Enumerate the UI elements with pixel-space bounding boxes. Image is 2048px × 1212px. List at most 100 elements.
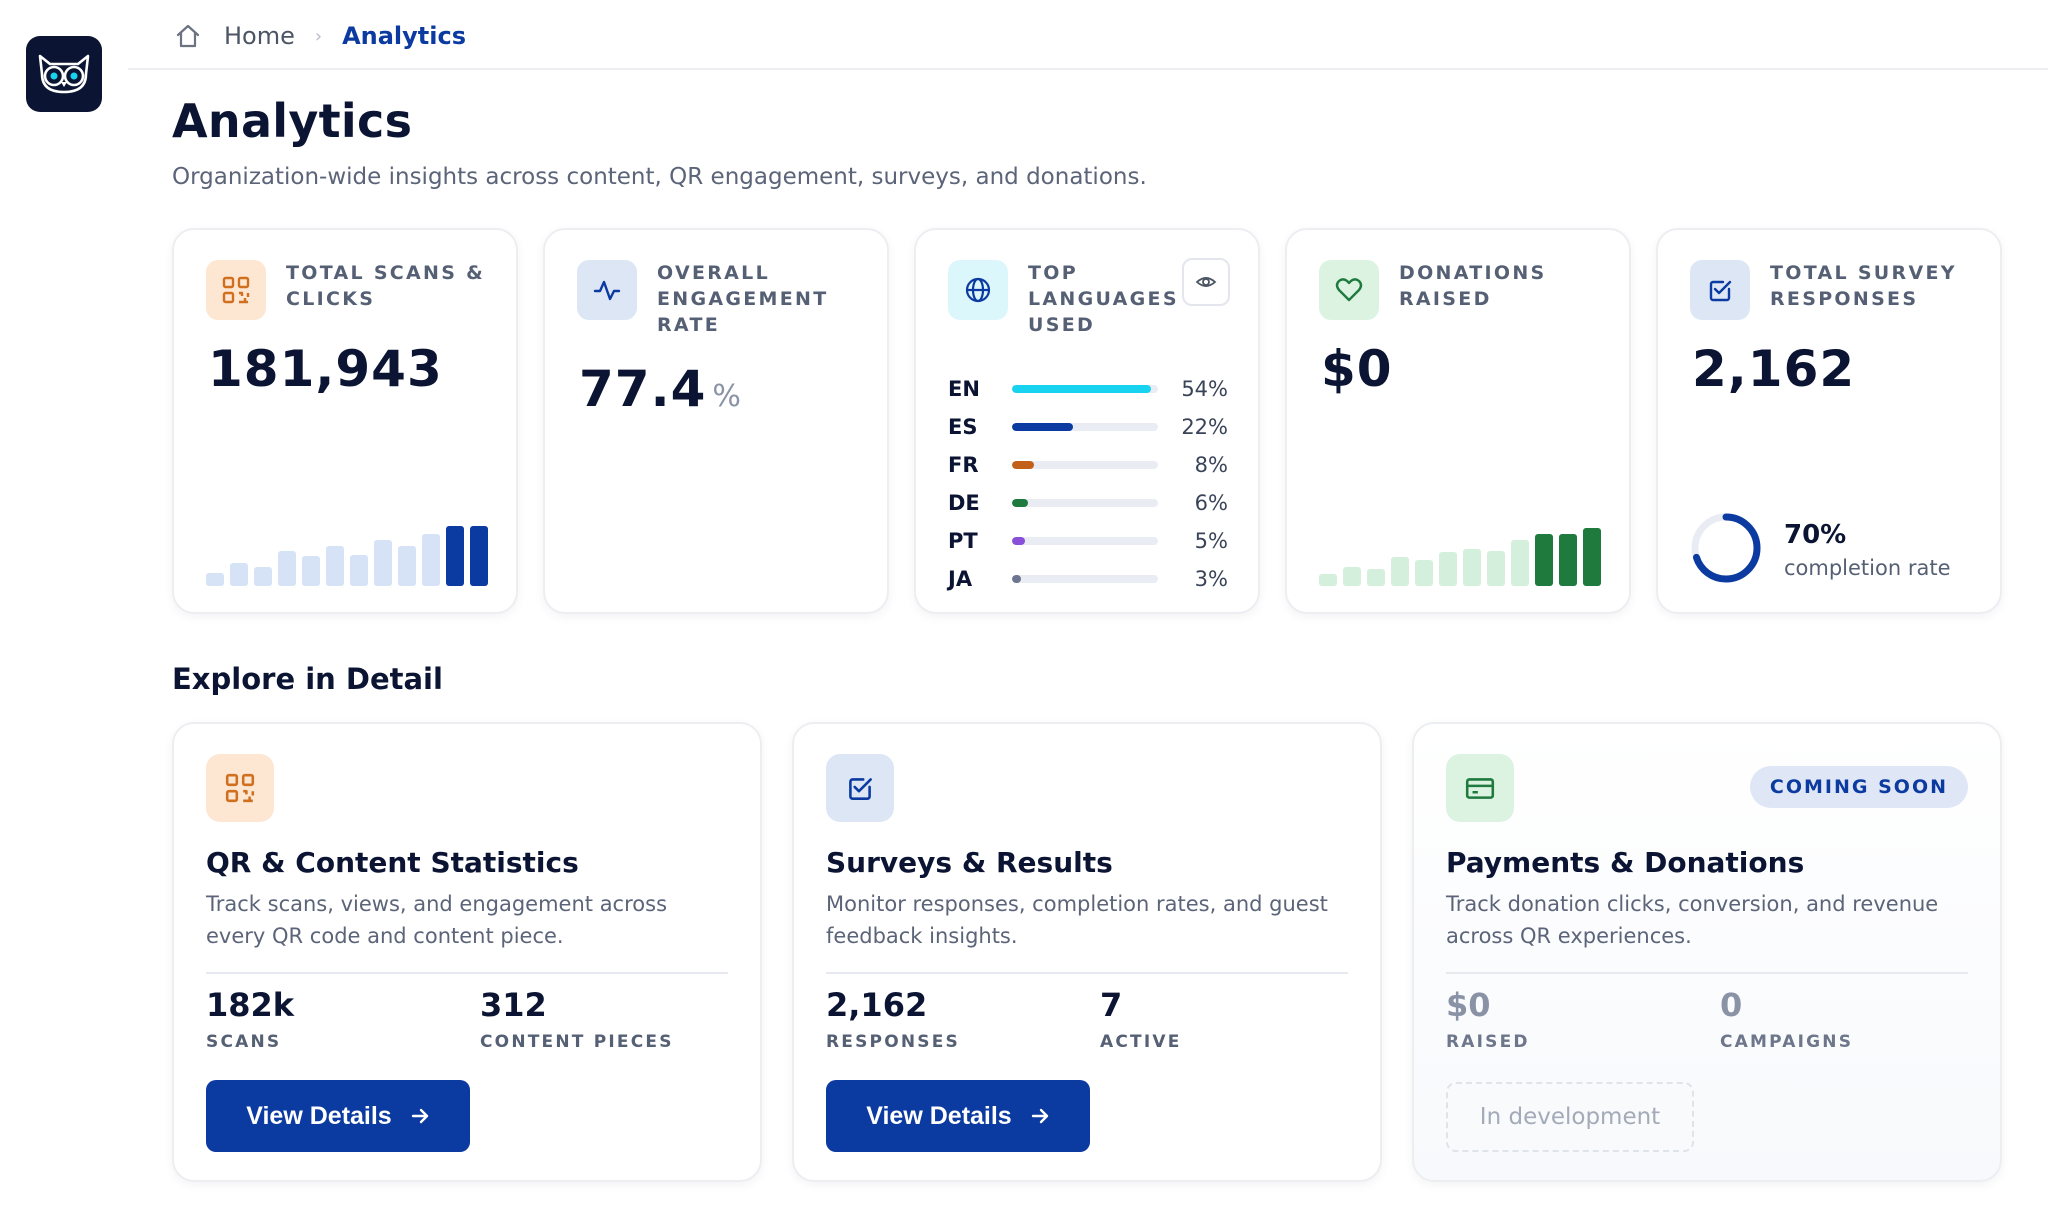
language-percent: 6% — [1194, 491, 1228, 515]
language-bar-track — [1012, 461, 1158, 469]
language-list: EN 54% ES 22% FR 8% DE 6% PT 5% JA 3% — [948, 370, 1228, 598]
eye-icon[interactable] — [1182, 258, 1230, 306]
engagement-unit: % — [712, 379, 742, 414]
stat-value: 2,162 — [1692, 340, 1856, 398]
divider — [826, 972, 1348, 974]
metric-responses: 2,162 RESPONSES — [826, 986, 960, 1052]
scans-trend-bar — [422, 534, 440, 586]
qr-code-icon — [206, 260, 266, 320]
button-label: View Details — [866, 1101, 1012, 1130]
donations-trend-bar — [1319, 574, 1337, 586]
arrow-right-icon — [1031, 1108, 1048, 1124]
language-bar-fill — [1012, 461, 1034, 469]
language-bar-track — [1012, 537, 1158, 545]
donations-trend-chart — [1319, 526, 1601, 586]
scans-trend-bar — [398, 546, 416, 586]
owl-logo-icon — [38, 54, 90, 94]
heart-icon — [1319, 260, 1379, 320]
donations-trend-bar — [1367, 569, 1385, 586]
detail-title: Surveys & Results — [826, 846, 1113, 879]
language-bar-fill — [1012, 385, 1151, 393]
metric-active: 7 ACTIVE — [1100, 986, 1182, 1052]
button-label: View Details — [246, 1101, 392, 1130]
completion-ring — [1691, 513, 1761, 583]
scans-trend-bar — [206, 573, 224, 586]
stat-card-scans: TOTAL SCANS & CLICKS 181,943 — [172, 228, 518, 614]
language-row: ES 22% — [948, 408, 1228, 446]
language-code: JA — [948, 567, 973, 591]
metric-campaigns: 0 CAMPAIGNS — [1720, 986, 1853, 1052]
metric-raised: $0 RAISED — [1446, 986, 1530, 1052]
page-title: Analytics — [172, 94, 413, 148]
scans-trend-bar — [230, 563, 248, 586]
stat-value: $0 — [1321, 340, 1393, 398]
donations-trend-bar — [1391, 557, 1409, 586]
language-code: ES — [948, 415, 978, 439]
detail-title: Payments & Donations — [1446, 846, 1805, 879]
top-bar: Home › Analytics — [128, 0, 2048, 70]
stat-label: OVERALL ENGAGEMENT RATE — [657, 262, 829, 336]
language-percent: 22% — [1181, 415, 1228, 439]
language-bar-fill — [1012, 499, 1029, 507]
metric-label: ACTIVE — [1100, 1032, 1182, 1052]
metric-value: $0 — [1446, 986, 1491, 1024]
donations-trend-bar — [1439, 552, 1457, 586]
detail-card-surveys: Surveys & Results Monitor responses, com… — [792, 722, 1382, 1182]
language-row: JA 3% — [948, 560, 1228, 598]
metric-label: RAISED — [1446, 1032, 1530, 1052]
language-bar-track — [1012, 575, 1158, 583]
donations-trend-bar — [1463, 549, 1481, 586]
detail-description: Track scans, views, and engagement acros… — [206, 892, 668, 948]
donations-trend-bar — [1511, 540, 1529, 586]
detail-card-qr: QR & Content Statistics Track scans, vie… — [172, 722, 762, 1182]
language-percent: 5% — [1194, 529, 1228, 553]
divider — [206, 972, 728, 974]
metric-value: 7 — [1100, 986, 1123, 1024]
language-row: EN 54% — [948, 370, 1228, 408]
donations-trend-bar — [1415, 560, 1433, 586]
metric-label: RESPONSES — [826, 1032, 960, 1052]
language-code: FR — [948, 453, 979, 477]
arrow-right-icon — [411, 1108, 428, 1124]
breadcrumb-home[interactable]: Home — [224, 22, 295, 50]
completion-label: completion rate — [1784, 556, 1951, 580]
detail-description: Monitor responses, completion rates, and… — [826, 892, 1328, 948]
stat-card-languages: TOP LANGUAGES USED EN 54% ES 22% FR 8% DE 6% PT 5… — [914, 228, 1260, 614]
breadcrumb-current: Analytics — [342, 22, 467, 50]
scans-trend-bar — [302, 556, 320, 586]
app-logo[interactable] — [26, 36, 102, 112]
detail-card-payments: COMING SOON Payments & Donations Track d… — [1412, 722, 2002, 1182]
metric-label: SCANS — [206, 1032, 282, 1052]
view-details-button[interactable]: View Details — [826, 1080, 1090, 1152]
metric-value: 312 — [480, 986, 547, 1024]
divider — [1446, 972, 1968, 974]
language-bar-fill — [1012, 537, 1026, 545]
scans-trend-bar — [326, 546, 344, 586]
language-row: PT 5% — [948, 522, 1228, 560]
stat-label: TOTAL SURVEY RESPONSES — [1770, 262, 1957, 310]
donations-trend-bar — [1487, 551, 1505, 586]
language-row: DE 6% — [948, 484, 1228, 522]
metric-value: 2,162 — [826, 986, 928, 1024]
scans-trend-bar — [278, 551, 296, 586]
donations-trend-bar — [1535, 534, 1553, 586]
donations-trend-bar — [1559, 534, 1577, 586]
view-details-button[interactable]: View Details — [206, 1080, 470, 1152]
home-icon[interactable] — [174, 22, 202, 50]
scans-trend-bar — [254, 567, 272, 586]
stat-label: DONATIONS RAISED — [1399, 262, 1547, 310]
stat-value: 77.4% — [579, 360, 742, 418]
language-code: EN — [948, 377, 980, 401]
stat-label: TOP LANGUAGES USED — [1028, 262, 1179, 336]
stat-card-surveys: TOTAL SURVEY RESPONSES 2,162 70% complet… — [1656, 228, 2002, 614]
metric-scans: 182k SCANS — [206, 986, 294, 1052]
scans-trend-bar — [470, 526, 488, 586]
metric-label: CONTENT PIECES — [480, 1032, 674, 1052]
stat-value: 181,943 — [208, 340, 443, 398]
activity-icon — [577, 260, 637, 320]
completion-percent: 70% — [1784, 520, 1847, 550]
breadcrumb: Home › Analytics — [174, 20, 466, 52]
donations-trend-bar — [1343, 567, 1361, 586]
language-code: DE — [948, 491, 980, 515]
scans-trend-chart — [206, 526, 488, 586]
